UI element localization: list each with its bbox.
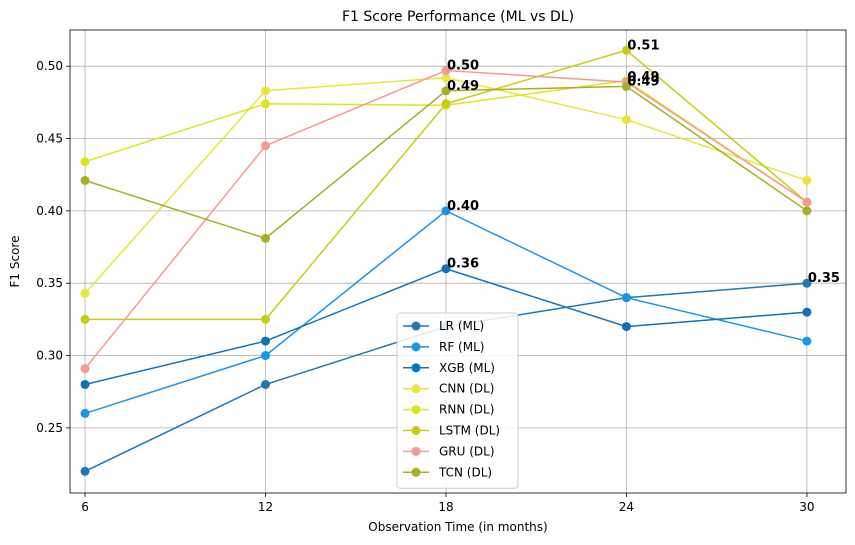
x-tick-label: 12 [258,500,273,514]
data-point [441,66,451,76]
legend-marker [411,384,421,394]
series-layer [80,45,812,476]
legend-item: LR (ML) [403,319,484,333]
data-point [80,175,90,185]
y-tick-label: 0.25 [36,421,63,435]
data-point [80,364,90,374]
legend-item: RNN (DL) [403,403,494,417]
data-point [621,322,631,332]
legend-item: RF (ML) [403,340,484,354]
y-tick-label: 0.45 [36,132,63,146]
x-axis-label: Observation Time (in months) [368,520,547,534]
y-tick-label: 0.30 [36,349,63,363]
legend-item: GRU (DL) [403,444,495,458]
data-label: 0.40 [447,199,479,214]
tick-layer: 6 12 18 24 30 0.25 0.30 0.35 0.40 0.45 0.50 [36,59,814,514]
series-xgb-ml [80,264,812,389]
legend-item: CNN (DL) [403,382,494,396]
x-tick-label: 30 [799,500,814,514]
x-tick-label: 6 [81,500,89,514]
data-point [80,408,90,418]
data-point [441,206,451,216]
data-point [802,336,812,346]
legend-label: TCN (DL) [438,465,492,479]
y-tick-label: 0.35 [36,276,63,290]
data-point [261,99,271,109]
y-tick-label: 0.40 [36,204,63,218]
chart-title: F1 Score Performance (ML vs DL) [342,9,574,25]
legend-marker [411,426,421,435]
data-point [441,264,451,274]
data-point [261,233,271,243]
data-point [80,466,90,476]
series-lstm-dl [80,45,812,324]
data-point [80,157,90,167]
data-point [802,307,812,317]
legend-marker [411,446,421,456]
data-point [80,314,90,324]
legend-label: LR (ML) [439,319,484,333]
data-point [261,141,271,151]
series-cnn-dl [80,73,812,298]
legend: LR (ML) RF (ML) XGB (ML) CNN (DL) RNN (DL) LS… [396,312,519,489]
legend-item: TCN (DL) [403,465,492,479]
data-point [261,314,271,324]
data-point [802,175,812,185]
legend-item: XGB (ML) [403,361,495,375]
data-label: 0.50 [447,59,479,74]
legend-label: RNN (DL) [439,403,494,417]
data-point [261,86,271,96]
data-label: 0.49 [627,74,659,89]
data-point [621,81,631,91]
data-point [621,115,631,125]
x-tick-label: 18 [438,500,453,514]
data-label: 0.49 [447,79,479,94]
legend-marker [411,467,421,477]
data-label: 0.36 [447,257,479,272]
data-point [621,45,631,55]
data-point [261,351,271,361]
data-point [802,206,812,216]
data-point [441,86,451,96]
legend-marker [411,321,421,331]
legend-item: LSTM (DL) [403,424,500,438]
data-point [261,336,271,346]
data-point [802,278,812,288]
data-point [441,73,451,83]
series-rf-ml [80,206,812,418]
annotation-layer: 0.500.490.510.490.490.400.360.35 [447,38,840,286]
legend-label: LSTM (DL) [439,424,500,438]
legend-label: RF (ML) [439,340,484,354]
legend-marker [411,405,421,415]
data-point [441,99,451,109]
legend-marker [411,363,421,373]
legend-label: CNN (DL) [439,382,494,396]
data-label: 0.49 [627,70,659,85]
y-tick-label: 0.50 [36,59,63,73]
plot-frame [69,29,847,494]
data-point [80,288,90,298]
legend-label: GRU (DL) [439,444,495,458]
y-axis-label: F1 Score [8,236,22,288]
data-point [802,197,812,207]
data-label: 0.51 [627,38,659,53]
legend-frame [396,312,519,489]
data-point [80,379,90,389]
data-label: 0.35 [808,271,840,286]
legend-label: XGB (ML) [439,361,495,375]
data-point [621,293,631,303]
x-tick-label: 24 [619,500,634,514]
legend-marker [411,342,421,352]
data-point [261,379,271,389]
series-tcn-dl [80,81,812,243]
